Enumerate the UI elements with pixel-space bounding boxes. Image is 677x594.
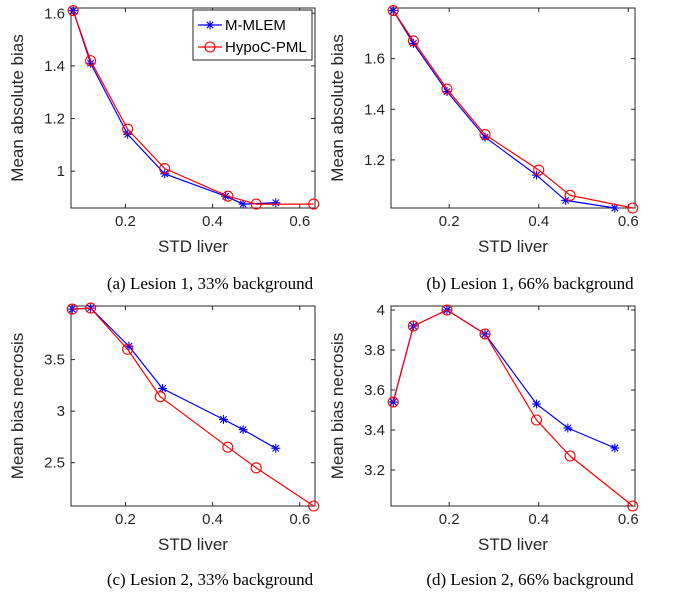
data-point-asterisk [271, 198, 281, 208]
x-tick-label: 0.6 [618, 511, 639, 528]
data-point-circle [154, 391, 166, 403]
data-point-circle [308, 500, 320, 512]
data-point-circle [479, 328, 491, 340]
data-point-circle [250, 198, 262, 210]
data-point-circle [387, 4, 399, 17]
legend-label: M-MLEM [225, 17, 286, 34]
data-point-circle [250, 462, 262, 474]
y-tick-label: 1.6 [364, 51, 385, 68]
y-tick-label: 3.2 [364, 462, 385, 479]
series-line-m-mlem [392, 309, 616, 449]
data-point-asterisk [532, 399, 542, 409]
data-point-circle [627, 500, 639, 512]
x-axis-label: STD liver [478, 535, 548, 554]
x-tick-label: 0.4 [202, 213, 223, 230]
series-line-hypoc-pml [392, 309, 634, 507]
y-axis-label: Mean bias necrosis [8, 333, 27, 479]
y-tick-label: 2.5 [44, 455, 65, 472]
data-point-asterisk [158, 383, 167, 393]
y-tick-label: 4 [377, 302, 385, 319]
chart-panel-1: 0.2 0.4 0.6 1.2 1.4 1.6 STD liver Mean absolute… [328, 4, 639, 256]
x-tick-label: 0.6 [289, 213, 310, 230]
caption-d: (d) Lesion 2, 66% background [426, 570, 634, 589]
y-tick-label: 1.2 [364, 152, 385, 169]
y-tick-label: 1.2 [44, 111, 65, 128]
y-tick-label: 1.4 [44, 58, 65, 75]
y-tick-label: 1.6 [44, 5, 65, 22]
y-tick-label: 3.6 [364, 382, 385, 399]
x-tick-label: 0.6 [289, 511, 310, 528]
chart-panel-0: 0.2 0.4 0.6 1 1.2 1.4 1.6 STD liver Mean absolut… [8, 5, 320, 256]
data-point-circle [66, 303, 78, 315]
data-point-circle [407, 320, 419, 332]
y-tick-label: 3.4 [364, 422, 385, 439]
x-axis-label: STD liver [158, 237, 228, 256]
series-line-hypoc-pml [72, 307, 315, 507]
data-point-circle [85, 302, 97, 314]
x-axis-label: STD liver [478, 237, 548, 256]
axes-box [70, 305, 316, 507]
x-tick-label: 0.2 [439, 213, 460, 230]
axes-box [390, 305, 636, 507]
legend-label: HypoC-PML [225, 39, 307, 56]
data-point-circle [67, 5, 79, 17]
data-point-circle [407, 35, 419, 47]
caption-c: (c) Lesion 2, 33% background [107, 570, 314, 589]
y-axis-label: Mean bias necrosis [328, 333, 347, 479]
legend: M-MLEM HypoC-PML [192, 9, 313, 61]
data-point-circle [564, 189, 576, 201]
y-tick-label: 3.5 [44, 352, 65, 369]
chart-panel-2: 0.2 0.4 0.6 2.5 3 3.5 STD liver Mean bias necro… [8, 302, 320, 554]
data-point-circle [564, 450, 576, 462]
data-point-circle [159, 162, 171, 175]
data-point-asterisk [219, 414, 228, 424]
x-tick-label: 0.4 [528, 213, 549, 230]
y-tick-label: 1.4 [364, 101, 385, 118]
data-point-asterisk [238, 425, 248, 435]
y-axis-label: Mean absolute bias [328, 34, 347, 181]
data-point-circle [85, 55, 97, 67]
axes-box [70, 7, 316, 209]
series-line-m-mlem [392, 10, 615, 209]
y-tick-label: 1 [57, 163, 65, 180]
data-point-asterisk [271, 443, 281, 453]
data-point-circle [122, 343, 134, 355]
data-point-circle [441, 83, 453, 95]
data-point-circle [387, 396, 399, 408]
x-tick-label: 0.2 [115, 213, 136, 230]
data-point-asterisk [563, 423, 573, 433]
data-point-circle [222, 441, 234, 453]
data-point-circle [222, 190, 234, 202]
chart-panel-3: 0.2 0.4 0.6 3.2 3.4 3.6 3.8 4 STD liver Mean bias… [328, 302, 639, 554]
y-tick-label: 3 [57, 403, 65, 420]
data-point-circle [308, 198, 320, 210]
y-axis-label: Mean absolute bias [8, 34, 27, 181]
data-point-circle [441, 304, 453, 316]
y-tick-label: 3.8 [364, 342, 385, 359]
x-axis-label: STD liver [158, 535, 228, 554]
data-point-circle [627, 202, 639, 214]
caption-a: (a) Lesion 1, 33% background [107, 274, 314, 293]
caption-b: (b) Lesion 1, 66% background [426, 274, 634, 293]
x-tick-label: 0.4 [202, 511, 223, 528]
data-point-circle [479, 129, 491, 141]
axes-box [390, 7, 636, 209]
series-line-hypoc-pml [72, 10, 314, 205]
x-tick-label: 0.2 [439, 511, 460, 528]
series-line-hypoc-pml [392, 10, 633, 209]
data-point-asterisk [610, 443, 620, 453]
legend-marker-asterisk [205, 20, 215, 30]
x-tick-label: 0.4 [528, 511, 549, 528]
x-tick-label: 0.6 [618, 213, 639, 230]
x-tick-label: 0.2 [115, 511, 136, 528]
data-point-circle [533, 164, 545, 176]
legend-marker-circle [204, 41, 216, 53]
data-point-asterisk [610, 203, 620, 213]
data-point-circle [530, 414, 543, 426]
data-point-circle [122, 123, 134, 135]
